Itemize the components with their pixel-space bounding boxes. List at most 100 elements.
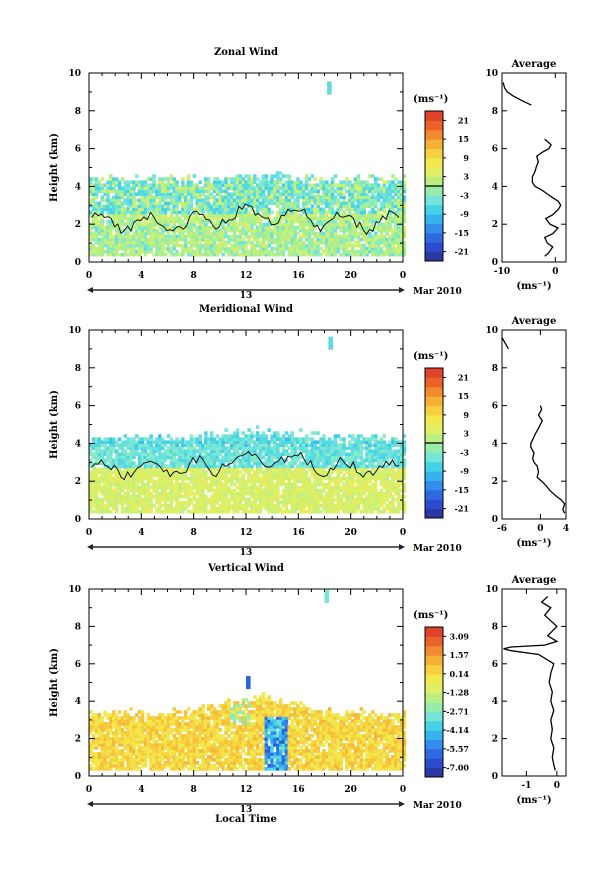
heatmap-cell (230, 228, 234, 233)
heatmap-cell (304, 234, 309, 239)
heatmap-cell (109, 479, 113, 484)
heatmap-cell (207, 201, 211, 206)
heatmap-cell (287, 207, 292, 212)
heatmap-cell (224, 216, 228, 221)
heatmap-cell (399, 204, 404, 209)
heatmap-cell (169, 216, 174, 221)
heatmap-cell (146, 437, 151, 441)
heatmap-cell (322, 437, 326, 441)
heatmap-cell (279, 177, 283, 181)
heatmap-cell (365, 246, 369, 251)
heatmap-cell (362, 204, 366, 209)
heatmap-cell (325, 180, 329, 184)
heatmap-cell (184, 225, 188, 230)
heatmap-cell (316, 204, 320, 209)
heatmap-cell (273, 482, 277, 487)
heatmap-cell (235, 225, 240, 230)
heatmap-cell (232, 189, 237, 193)
heatmap-cell (132, 479, 136, 484)
heatmap-cell (391, 249, 395, 254)
heatmap-cell (247, 449, 251, 453)
heatmap-cell (212, 213, 217, 218)
heatmap-cell (339, 470, 343, 475)
heatmap-cell (126, 437, 130, 441)
heatmap-cell (186, 201, 191, 206)
heatmap-cell (270, 473, 274, 478)
heatmap-cell (296, 500, 300, 505)
heatmap-cell (281, 225, 286, 230)
heatmap-cell (316, 234, 320, 239)
heatmap-cell (212, 509, 217, 514)
heatmap-cell (184, 210, 188, 215)
heatmap-cell (209, 246, 214, 251)
heatmap-cell (120, 488, 125, 493)
heatmap-cell (186, 452, 191, 457)
heatmap-cell (129, 198, 133, 203)
heatmap-cell (310, 470, 315, 475)
heatmap-cell (158, 473, 162, 478)
heatmap-cell (276, 476, 280, 481)
heatmap-cell (339, 201, 343, 206)
heatmap-cell (235, 506, 240, 511)
heatmap-cell (126, 246, 130, 251)
heatmap-cell (140, 222, 145, 227)
heatmap-cell (137, 216, 142, 221)
heatmap-cell (218, 195, 222, 200)
heatmap-cell (201, 446, 205, 450)
heatmap-cell (146, 509, 151, 514)
heatmap-cell (178, 452, 182, 457)
heatmap-cell (224, 210, 228, 215)
heatmap-cell (155, 252, 159, 257)
heatmap-cell (235, 431, 240, 435)
heatmap-cell (132, 464, 136, 469)
heatmap-cell (184, 464, 188, 469)
heatmap-cell (204, 228, 208, 233)
heatmap-cell (365, 240, 369, 245)
heatmap-cell (371, 461, 375, 466)
heatmap-cell (169, 503, 174, 508)
heatmap-cell (342, 219, 346, 224)
heatmap-cell (189, 437, 194, 441)
heatmap-cell (350, 464, 355, 469)
heatmap-cell (126, 440, 130, 444)
heatmap-cell (287, 249, 292, 254)
heatmap-cell (184, 473, 188, 478)
heatmap-cell (273, 461, 277, 466)
heatmap-cell (388, 201, 392, 206)
heatmap-cell (276, 434, 280, 438)
heatmap-cell (371, 222, 375, 227)
heatmap-cell (146, 506, 151, 511)
heatmap-cell (163, 237, 168, 242)
heatmap-cell (368, 201, 372, 206)
heatmap-cell (215, 482, 220, 487)
heatmap-cell (146, 470, 151, 475)
heatmap-cell (232, 434, 237, 438)
heatmap-cell (244, 500, 248, 505)
heatmap-cell (368, 443, 372, 447)
heatmap-cell (397, 192, 401, 196)
heatmap-cell (186, 177, 191, 181)
heatmap-cell (322, 180, 326, 184)
heatmap-cell (299, 497, 303, 502)
heatmap-cell (204, 225, 208, 230)
heatmap-cell (112, 201, 116, 206)
heatmap-cell (244, 485, 248, 490)
heatmap-cell (178, 488, 182, 493)
heatmap-cell (212, 500, 217, 505)
heatmap-cell (258, 204, 263, 209)
heatmap-cell (339, 216, 343, 221)
heatmap-cell (293, 446, 297, 450)
heatmap-cell (109, 497, 113, 502)
heatmap-cell (391, 198, 395, 203)
heatmap-cell (261, 431, 266, 435)
heatmap-cell (316, 252, 320, 257)
heatmap-cell (333, 491, 338, 496)
heatmap-cell (316, 494, 320, 499)
heatmap-cell (319, 458, 323, 463)
heatmap-cell (296, 470, 300, 475)
heatmap-cell (198, 219, 202, 224)
heatmap-cell (155, 467, 159, 472)
heatmap-cell (250, 506, 254, 511)
heatmap-cell (109, 201, 113, 206)
